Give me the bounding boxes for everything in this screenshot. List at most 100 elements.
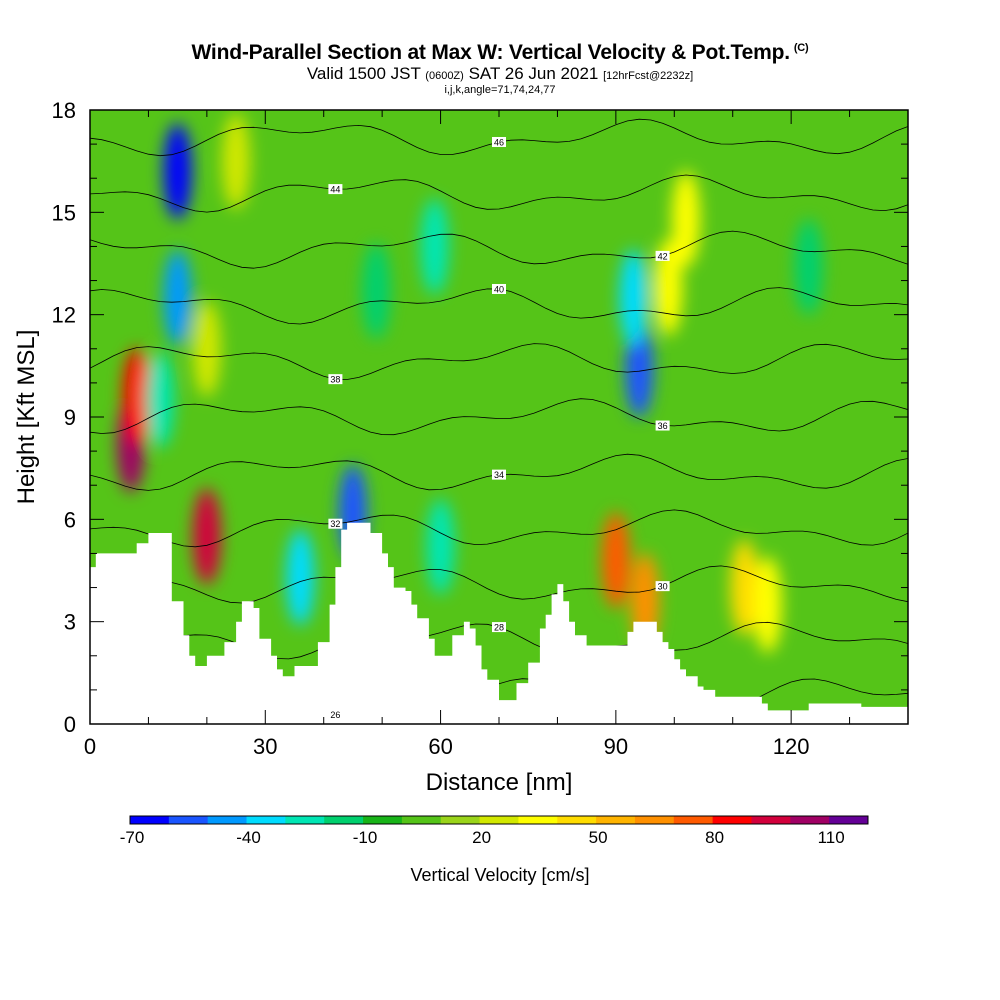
colorbar-swatch-9 — [479, 816, 519, 824]
x-tick-label-90: 90 — [604, 734, 628, 759]
contour-label-38: 38 — [330, 375, 340, 385]
colorbar-swatch-14 — [673, 816, 714, 824]
colorbar-title: Vertical Velocity [cm/s] — [410, 865, 589, 885]
contour-line-38 — [90, 343, 908, 380]
velocity-feature-21 — [794, 218, 823, 315]
velocity-feature-8 — [426, 498, 455, 595]
velocity-feature-10 — [601, 512, 630, 609]
colorbar-swatch-6 — [363, 816, 403, 824]
colorbar-swatch-10 — [518, 816, 558, 824]
y-tick-label-18: 18 — [52, 98, 76, 123]
contour-line-32 — [90, 509, 908, 548]
x-tick-label-0: 0 — [84, 734, 96, 759]
velocity-feature-3 — [163, 123, 192, 220]
y-tick-label-12: 12 — [52, 303, 76, 328]
velocity-feature-4 — [163, 249, 192, 346]
chart-title-suffix: (C) — [793, 42, 809, 54]
chart-title: Wind-Parallel Section at Max W: Vertical… — [0, 36, 1000, 65]
contour-label-32: 32 — [330, 519, 340, 529]
x-axis-title: Distance [nm] — [426, 769, 573, 796]
x-tick-label-30: 30 — [253, 734, 277, 759]
velocity-feature-7 — [286, 529, 315, 626]
colorbar-swatch-0 — [130, 816, 170, 824]
contour-label-bg-30 — [655, 581, 670, 592]
colorbar-swatch-11 — [557, 816, 597, 824]
colorbar-swatch-5 — [324, 816, 364, 824]
y-tick-label-0: 0 — [64, 712, 76, 737]
valid-prefix: Valid 1500 JST — [306, 64, 421, 83]
contour-label-bg-38 — [328, 374, 343, 385]
colorbar-tick-label--40: -40 — [236, 828, 261, 847]
colorbar-tick-label-50: 50 — [589, 828, 608, 847]
contour-label-36: 36 — [658, 421, 668, 431]
colorbar-tick-label-20: 20 — [472, 828, 491, 847]
contour-label-bg-44 — [328, 184, 343, 195]
velocity-feature-5 — [146, 351, 175, 448]
colorbar-tick-label-80: 80 — [705, 828, 724, 847]
colorbar-swatch-3 — [246, 816, 286, 824]
y-axis-title: Height [Kft MSL] — [13, 330, 40, 505]
velocity-feature-2 — [192, 488, 221, 585]
contour-label-bg-28 — [492, 622, 506, 633]
velocity-feature-20 — [222, 113, 251, 210]
valid-date: SAT 26 Jun 2021 — [468, 64, 599, 83]
colorbar-tick-label--70: -70 — [120, 828, 145, 847]
colorbar-swatch-2 — [207, 816, 248, 824]
contour-line-36 — [90, 398, 908, 436]
contour-label-34: 34 — [494, 470, 504, 480]
colorbar-swatch-15 — [712, 816, 752, 824]
y-tick-labels: 0 3 6 9 12 15 18 — [52, 98, 76, 737]
contour-labels: 26 28 30 32 34 36 38 40 42 44 46 — [328, 136, 670, 720]
colorbar-swatch-17 — [790, 816, 830, 824]
colorbar-tick-label-110: 110 — [818, 828, 845, 847]
contour-label-44: 44 — [330, 185, 340, 195]
x-tick-label-120: 120 — [773, 734, 810, 759]
x-tick-labels: 0 30 60 90 120 — [84, 734, 810, 759]
contour-label-bg-40 — [492, 283, 506, 294]
y-tick-label-9: 9 — [64, 405, 76, 430]
chart-title-main: Wind-Parallel Section at Max W: Vertical… — [191, 41, 791, 64]
contour-label-bg-42 — [655, 250, 670, 261]
velocity-feature-15 — [671, 171, 700, 268]
chart-subtitle: Valid 1500 JST (0600Z) SAT 26 Jun 2021 [… — [0, 65, 1000, 85]
velocity-feature-16 — [730, 539, 759, 636]
contour-label-bg-36 — [655, 420, 670, 431]
y-tick-label-6: 6 — [64, 507, 76, 532]
contour-line-30 — [90, 565, 908, 604]
y-tick-label-3: 3 — [64, 610, 76, 635]
velocity-feature-19 — [362, 242, 391, 339]
contour-label-26: 26 — [330, 710, 340, 720]
colorbar-swatch-8 — [440, 816, 481, 824]
valid-utc: (0600Z) — [425, 70, 464, 82]
velocity-feature-18 — [192, 300, 221, 397]
x-tick-label-60: 60 — [428, 734, 452, 759]
title-block: Wind-Parallel Section at Max W: Vertical… — [0, 36, 1000, 96]
contour-label-bg-46 — [492, 136, 506, 147]
terrain-mask — [90, 522, 908, 724]
colorbar-swatch-7 — [401, 816, 442, 824]
colorbar-swatch-18 — [829, 816, 869, 824]
velocity-feature-9 — [420, 198, 449, 295]
velocity-feature-13 — [619, 249, 648, 346]
velocity-feature-17 — [753, 556, 782, 653]
contour-line-44 — [90, 174, 908, 213]
forecast-tag: [12hrFcst@2232z] — [603, 70, 694, 82]
velocity-feature-14 — [654, 239, 683, 336]
colorbar-tick-label--10: -10 — [353, 828, 378, 847]
contour-label-46: 46 — [494, 137, 504, 147]
colorbar-swatch-12 — [596, 816, 636, 824]
colorbar-frame — [129, 815, 869, 825]
axis-ticks — [89, 109, 909, 725]
contour-label-bg-34 — [492, 469, 506, 480]
colorbar — [129, 815, 869, 825]
contour-label-bg-32 — [328, 518, 343, 529]
contour-label-30: 30 — [658, 582, 668, 592]
contour-label-42: 42 — [658, 251, 668, 261]
colorbar-swatch-1 — [168, 816, 209, 824]
contour-label-40: 40 — [494, 284, 504, 294]
y-tick-label-15: 15 — [52, 200, 76, 225]
index-line: i,j,k,angle=71,74,24,77 — [444, 84, 556, 96]
colorbar-swatch-13 — [634, 816, 675, 824]
contour-line-42 — [90, 230, 908, 269]
